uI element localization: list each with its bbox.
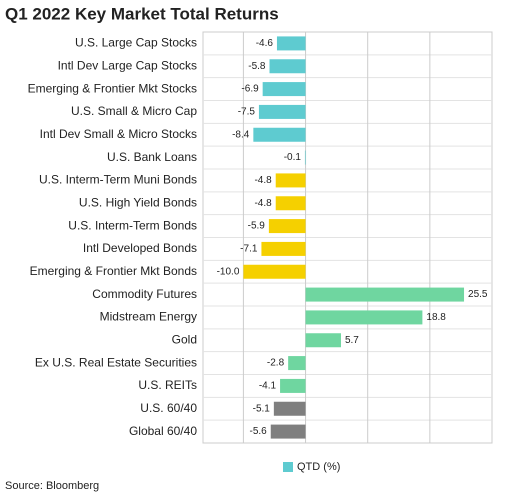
- bar: [304, 150, 306, 165]
- y-tick-label: U.S. Small & Micro Cap: [71, 104, 197, 118]
- data-label: -10.0: [217, 266, 240, 277]
- data-label: -8.4: [232, 129, 250, 140]
- data-label: -5.6: [250, 426, 268, 437]
- bar: [269, 59, 306, 74]
- bar: [262, 82, 306, 97]
- bar: [276, 36, 306, 51]
- legend-label: QTD (%): [297, 461, 340, 473]
- bar: [273, 401, 306, 416]
- data-label: -5.9: [248, 221, 266, 232]
- data-label: -4.1: [259, 381, 277, 392]
- data-label: -6.9: [241, 84, 259, 95]
- bar: [305, 310, 423, 325]
- y-tick-label: U.S. Interm-Term Muni Bonds: [39, 173, 197, 187]
- y-tick-label: Commodity Futures: [92, 287, 197, 301]
- data-label: -4.6: [256, 38, 274, 49]
- y-tick-label: Intl Developed Bonds: [83, 241, 197, 255]
- y-tick-label: U.S. High Yield Bonds: [79, 195, 197, 209]
- y-tick-label: U.S. REITs: [138, 378, 197, 392]
- data-label: -0.1: [284, 152, 302, 163]
- bar: [288, 356, 306, 371]
- y-tick-label: Intl Dev Small & Micro Stocks: [40, 127, 197, 141]
- legend-swatch: [283, 462, 293, 472]
- y-tick-label: U.S. 60/40: [140, 401, 197, 415]
- y-tick-label: Intl Dev Large Cap Stocks: [58, 58, 197, 72]
- source: Source: Bloomberg: [5, 480, 99, 492]
- bar: [270, 424, 306, 439]
- data-label: 25.5: [468, 289, 488, 300]
- y-tick-label: U.S. Interm-Term Bonds: [68, 218, 197, 232]
- bar: [268, 219, 306, 234]
- bar: [280, 378, 306, 393]
- bar: [253, 127, 306, 142]
- data-label: -5.1: [253, 403, 271, 414]
- bar: [275, 196, 306, 211]
- data-label: 18.8: [426, 312, 446, 323]
- data-label: -2.8: [267, 358, 285, 369]
- y-tick-label: U.S. Bank Loans: [107, 150, 197, 164]
- chart-title: Q1 2022 Key Market Total Returns: [5, 4, 279, 23]
- y-tick-label: U.S. Large Cap Stocks: [75, 36, 197, 50]
- y-tick-label: Gold: [172, 332, 197, 346]
- bar: [305, 287, 465, 302]
- y-tick-label: Ex U.S. Real Estate Securities: [35, 355, 197, 369]
- data-label: -4.8: [254, 175, 272, 186]
- y-tick-label: Emerging & Frontier Mkt Bonds: [30, 264, 197, 278]
- y-tick-label: Midstream Energy: [100, 310, 197, 324]
- y-tick-label: Emerging & Frontier Mkt Stocks: [28, 81, 197, 95]
- bar: [261, 241, 306, 256]
- y-tick-label: Global 60/40: [129, 424, 197, 438]
- bar: [275, 173, 306, 188]
- data-label: -7.5: [238, 107, 256, 118]
- bar: [243, 264, 306, 279]
- data-label: -4.8: [254, 198, 272, 209]
- data-label: -5.8: [248, 61, 266, 72]
- data-label: -7.1: [240, 244, 258, 255]
- data-label: 5.7: [345, 335, 359, 346]
- bar: [305, 333, 341, 348]
- bar: [258, 104, 306, 119]
